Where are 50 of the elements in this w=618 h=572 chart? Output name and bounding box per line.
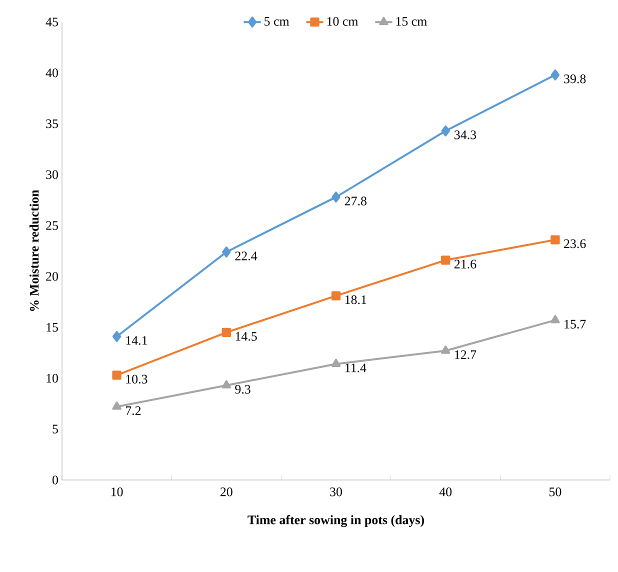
data-label: 14.1 [126, 336, 147, 345]
point [332, 192, 340, 203]
legend-label: 15 cm [396, 17, 428, 26]
point [550, 315, 560, 324]
legend-label: 5 cm [264, 17, 290, 26]
point [222, 380, 232, 388]
data-label: 21.6 [454, 260, 476, 269]
y-tick-label: 10 [46, 374, 58, 383]
x-axis-title: Time after sowing in pots (days) [248, 515, 424, 528]
point [222, 328, 231, 338]
y-tick-label: 25 [46, 221, 58, 230]
data-label: 11.4 [345, 364, 366, 372]
point [112, 331, 122, 342]
y-tick-label: 40 [46, 68, 58, 78]
point [112, 402, 122, 410]
data-label: 34.3 [454, 130, 476, 140]
point [222, 246, 231, 258]
point [331, 358, 341, 368]
data-label: 27.8 [344, 196, 366, 206]
y-axis-title: % Moisture reduction [30, 190, 39, 311]
y-tick-label: 45 [46, 18, 58, 26]
data-label: 39.8 [564, 74, 586, 84]
point [441, 125, 450, 136]
x-tick-label: 20 [220, 488, 232, 496]
data-label: 15.7 [564, 320, 586, 329]
y-tick-label: 20 [46, 272, 58, 281]
point [112, 370, 122, 380]
legend-label: 10 cm [327, 17, 358, 26]
data-label: 10.3 [126, 374, 148, 384]
y-tick-label: 0 [52, 476, 58, 484]
point [441, 256, 450, 265]
x-tick-label: 50 [549, 488, 562, 496]
data-label: 18.1 [345, 295, 366, 304]
data-label: 9.3 [235, 384, 250, 394]
data-label: 12.7 [455, 350, 476, 360]
point [440, 346, 450, 354]
y-tick-label: 15 [46, 322, 58, 332]
data-label: 22.4 [235, 252, 258, 260]
x-tick-label: 10 [111, 488, 123, 496]
x-tick-label: 30 [330, 488, 342, 496]
y-tick-label: 30 [46, 170, 58, 180]
data-label: 7.2 [126, 406, 141, 416]
y-tick-label: 5 [52, 424, 58, 434]
point [331, 291, 341, 300]
data-label: 23.6 [564, 239, 586, 248]
y-tick-label: 35 [46, 119, 58, 128]
point [550, 69, 560, 80]
x-tick-label: 40 [439, 488, 452, 496]
point [550, 235, 560, 244]
data-label: 14.5 [236, 332, 257, 341]
